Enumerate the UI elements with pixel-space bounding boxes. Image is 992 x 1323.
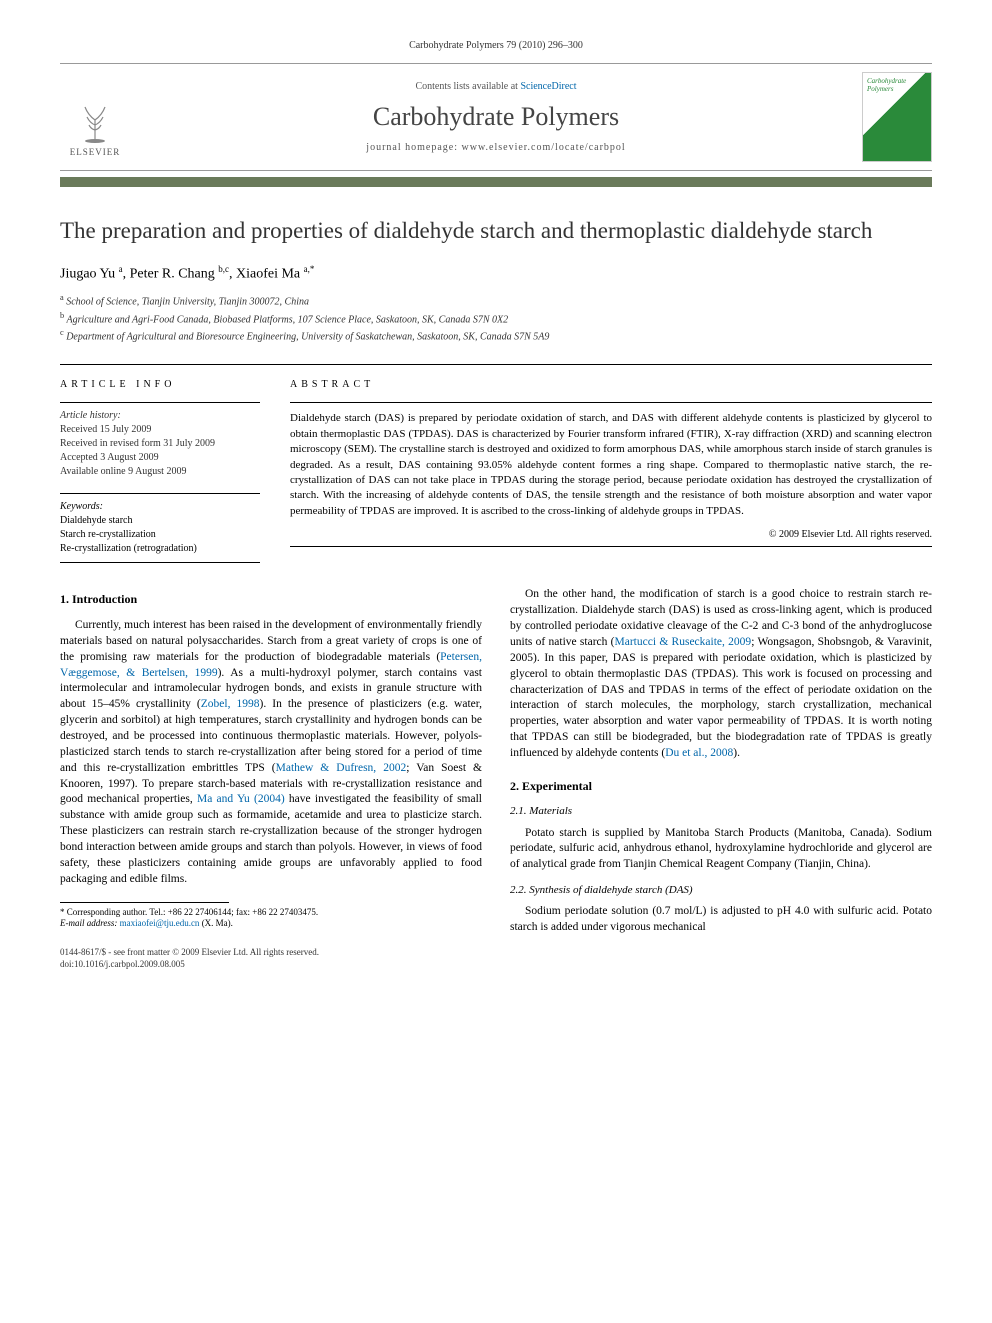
citation-link[interactable]: Ma and Yu (2004) bbox=[197, 793, 285, 805]
email-suffix: (X. Ma). bbox=[199, 918, 233, 928]
page-footer: 0144-8617/$ - see front matter © 2009 El… bbox=[60, 946, 482, 971]
corr-author-line: * Corresponding author. Tel.: +86 22 274… bbox=[60, 907, 482, 919]
abstract-text: Dialdehyde starch (DAS) is prepared by p… bbox=[290, 402, 932, 519]
publisher-name: ELSEVIER bbox=[70, 147, 121, 157]
keyword-item: Re-crystallization (retrogradation) bbox=[60, 542, 260, 556]
contents-line: Contents lists available at ScienceDirec… bbox=[146, 81, 846, 92]
keywords-block: Keywords: Dialdehyde starchStarch re-cry… bbox=[60, 493, 260, 556]
elsevier-tree-icon bbox=[70, 95, 120, 145]
journal-header: ELSEVIER Contents lists available at Sci… bbox=[60, 63, 932, 171]
copyright-line: © 2009 Elsevier Ltd. All rights reserved… bbox=[290, 529, 932, 540]
body-column-left: 1. Introduction Currently, much interest… bbox=[60, 587, 482, 970]
homepage-line: journal homepage: www.elsevier.com/locat… bbox=[146, 142, 846, 153]
history-label: Article history: bbox=[60, 409, 260, 423]
citation-link[interactable]: Du et al., 2008 bbox=[665, 747, 733, 759]
keywords-label: Keywords: bbox=[60, 500, 260, 514]
section-1-head: 1. Introduction bbox=[60, 591, 482, 608]
citation-link[interactable]: Mathew & Dufresn, 2002 bbox=[276, 762, 407, 774]
publisher-logo: ELSEVIER bbox=[60, 77, 130, 157]
corresponding-author-footnote: * Corresponding author. Tel.: +86 22 274… bbox=[60, 907, 482, 930]
affiliation-line: c Department of Agricultural and Bioreso… bbox=[60, 327, 932, 344]
keyword-item: Starch re-crystallization bbox=[60, 528, 260, 542]
sciencedirect-link[interactable]: ScienceDirect bbox=[520, 81, 576, 92]
affiliations: a School of Science, Tianjin University,… bbox=[60, 292, 932, 344]
journal-cover-thumb: Carbohydrate Polymers bbox=[862, 72, 932, 162]
history-accepted: Accepted 3 August 2009 bbox=[60, 451, 260, 465]
accent-bar bbox=[60, 177, 932, 187]
materials-paragraph: Potato starch is supplied by Manitoba St… bbox=[510, 826, 932, 874]
homepage-prefix: journal homepage: bbox=[366, 142, 461, 153]
abstract-head: ABSTRACT bbox=[290, 379, 932, 390]
body-column-right: On the other hand, the modification of s… bbox=[510, 587, 932, 970]
citation-link[interactable]: Zobel, 1998 bbox=[201, 698, 260, 710]
email-link[interactable]: maxiaofei@tju.edu.cn bbox=[120, 918, 200, 928]
journal-name: Carbohydrate Polymers bbox=[146, 102, 846, 132]
front-matter-line: 0144-8617/$ - see front matter © 2009 El… bbox=[60, 946, 482, 958]
synthesis-paragraph: Sodium periodate solution (0.7 mol/L) is… bbox=[510, 904, 932, 936]
keyword-item: Dialdehyde starch bbox=[60, 514, 260, 528]
subsection-2-1-head: 2.1. Materials bbox=[510, 804, 932, 819]
cover-title: Carbohydrate Polymers bbox=[867, 77, 931, 93]
author-list: Jiugao Yu a, Peter R. Chang b,c, Xiaofei… bbox=[60, 264, 932, 283]
article-history: Article history: Received 15 July 2009 R… bbox=[60, 402, 260, 479]
email-label: E-mail address: bbox=[60, 918, 117, 928]
doi-line: doi:10.1016/j.carbpol.2009.08.005 bbox=[60, 958, 482, 970]
contents-prefix: Contents lists available at bbox=[415, 81, 520, 92]
subsection-2-2-head: 2.2. Synthesis of dialdehyde starch (DAS… bbox=[510, 883, 932, 898]
history-revised: Received in revised form 31 July 2009 bbox=[60, 437, 260, 451]
homepage-url[interactable]: www.elsevier.com/locate/carbpol bbox=[462, 142, 626, 153]
affiliation-line: a School of Science, Tianjin University,… bbox=[60, 292, 932, 309]
article-title: The preparation and properties of dialde… bbox=[60, 217, 932, 246]
running-head: Carbohydrate Polymers 79 (2010) 296–300 bbox=[60, 40, 932, 51]
history-online: Available online 9 August 2009 bbox=[60, 465, 260, 479]
history-received: Received 15 July 2009 bbox=[60, 423, 260, 437]
intro-paragraph-2: On the other hand, the modification of s… bbox=[510, 587, 932, 761]
article-info-head: ARTICLE INFO bbox=[60, 379, 260, 390]
citation-link[interactable]: Martucci & Ruseckaite, 2009 bbox=[615, 636, 752, 648]
intro-paragraph: Currently, much interest has been raised… bbox=[60, 618, 482, 888]
section-2-head: 2. Experimental bbox=[510, 778, 932, 795]
affiliation-line: b Agriculture and Agri-Food Canada, Biob… bbox=[60, 310, 932, 327]
